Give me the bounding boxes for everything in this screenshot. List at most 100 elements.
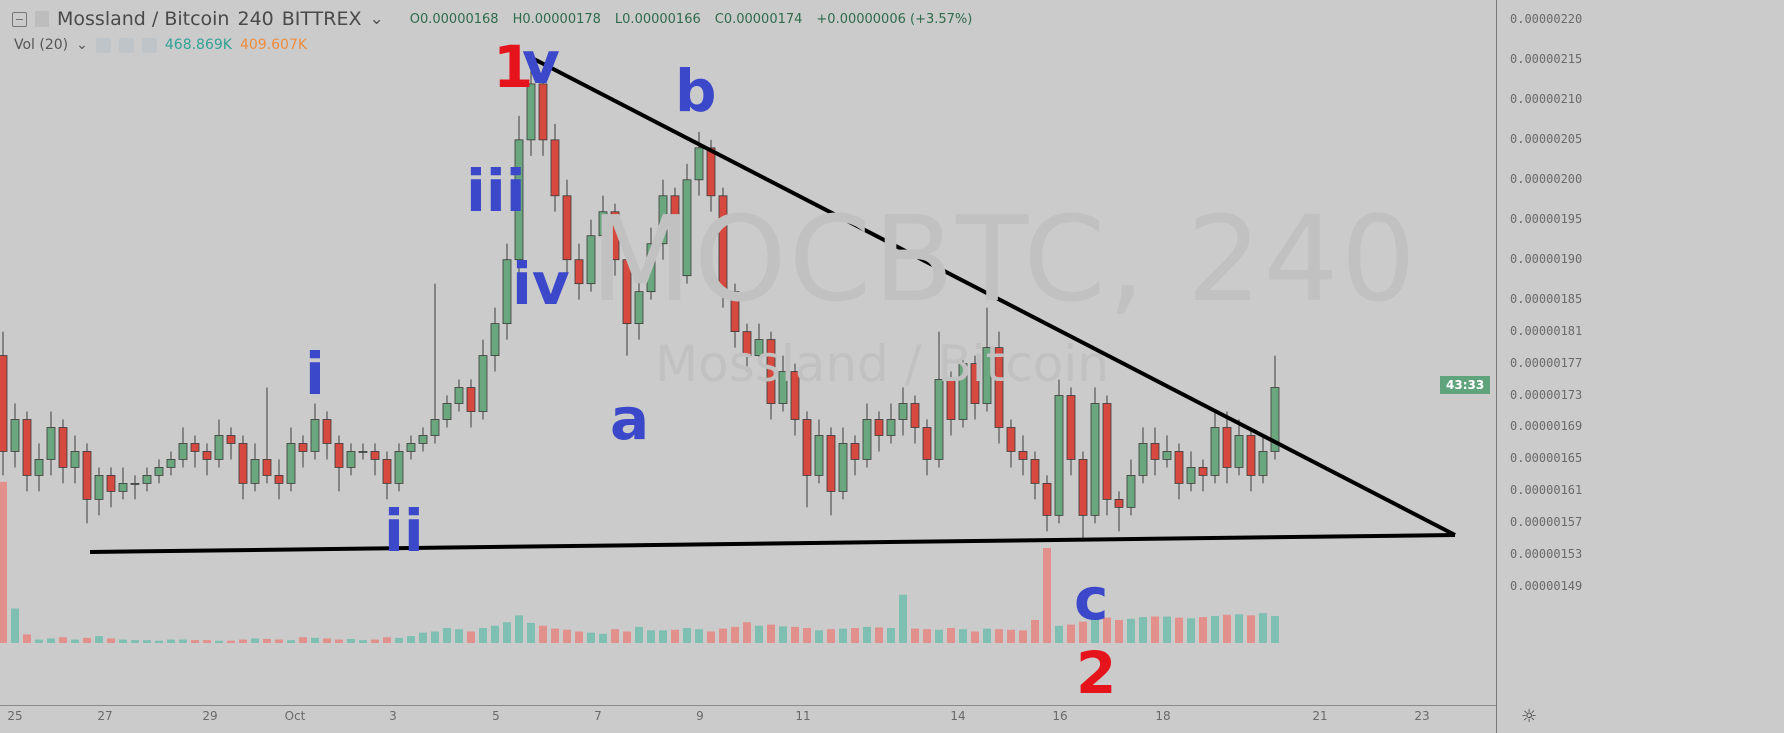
volume-bar bbox=[1139, 617, 1147, 643]
time-tick-label: 18 bbox=[1155, 709, 1171, 723]
volume-bar bbox=[455, 629, 463, 643]
eye-icon[interactable] bbox=[95, 37, 111, 53]
price-tick-label: 0.00000173 bbox=[1510, 387, 1583, 402]
time-tick-label: 5 bbox=[492, 709, 500, 723]
volume-bar bbox=[1235, 614, 1243, 643]
candle-body bbox=[130, 483, 140, 485]
volume-bar bbox=[1151, 616, 1159, 643]
volume-bar bbox=[491, 625, 499, 643]
volume-bar bbox=[119, 639, 127, 643]
candle-body bbox=[58, 427, 68, 468]
open-value: O0.00000168 bbox=[409, 11, 499, 27]
price-tick-label: 0.00000181 bbox=[1510, 323, 1583, 338]
candle-body bbox=[274, 475, 284, 484]
volume-bar bbox=[731, 626, 739, 643]
candle-body bbox=[718, 195, 728, 293]
candle-body bbox=[118, 483, 128, 492]
candle-body bbox=[946, 379, 956, 420]
candle-body bbox=[346, 451, 356, 468]
candle-body bbox=[670, 195, 680, 277]
close-icon[interactable] bbox=[141, 37, 157, 53]
settings-gear-icon[interactable]: ☼ bbox=[1521, 706, 1538, 727]
watermark-symbol: MOCBTC, 240 bbox=[590, 190, 1418, 328]
candle-body bbox=[298, 443, 308, 452]
candle-body bbox=[394, 451, 404, 484]
candle-body bbox=[214, 435, 224, 460]
volume-bar bbox=[443, 628, 451, 643]
candle-body bbox=[706, 147, 716, 197]
candle-body bbox=[802, 419, 812, 476]
volume-bar bbox=[0, 481, 7, 643]
candle-body bbox=[454, 387, 464, 404]
chevron-down-icon[interactable]: ⌄ bbox=[76, 37, 88, 53]
candle-body bbox=[1054, 395, 1064, 516]
wave-label-i: i bbox=[305, 340, 325, 408]
volume-bar bbox=[683, 628, 691, 643]
volume-bar bbox=[959, 629, 967, 643]
candle-body bbox=[142, 475, 152, 484]
candle-body bbox=[478, 355, 488, 412]
time-tick-label: 9 bbox=[696, 709, 704, 723]
volume-bar bbox=[431, 631, 439, 643]
price-tick-label: 0.00000215 bbox=[1510, 51, 1583, 66]
flag-icon bbox=[35, 11, 49, 27]
countdown-price-tag: 43:33 bbox=[1440, 376, 1491, 394]
candle-body bbox=[1042, 483, 1052, 516]
price-chart-canvas[interactable] bbox=[0, 0, 1496, 705]
volume-bar bbox=[503, 622, 511, 643]
volume-bar bbox=[1187, 618, 1195, 643]
volume-bar bbox=[335, 639, 343, 643]
candle-body bbox=[874, 419, 884, 436]
change-value: +0.00000006 (+3.57%) bbox=[816, 11, 973, 27]
candle-body bbox=[286, 443, 296, 484]
price-tick-label: 0.00000153 bbox=[1510, 547, 1583, 562]
volume-bar bbox=[875, 627, 883, 643]
time-tick-label: 27 bbox=[97, 709, 113, 723]
time-tick-label: 3 bbox=[389, 709, 397, 723]
wave-label-a: a bbox=[610, 385, 650, 453]
time-tick-label: 14 bbox=[950, 709, 966, 723]
interval[interactable]: 240 bbox=[237, 8, 274, 30]
volume-bar bbox=[35, 639, 43, 643]
candle-body bbox=[682, 179, 692, 277]
candle-body bbox=[634, 291, 644, 325]
symbol-title[interactable]: Mossland / Bitcoin bbox=[57, 8, 230, 30]
time-axis-line bbox=[0, 705, 1496, 706]
candle-body bbox=[1222, 427, 1232, 468]
volume-bar bbox=[611, 629, 619, 643]
volume-value: 468.869K bbox=[164, 37, 232, 53]
volume-bar bbox=[239, 639, 247, 643]
price-axis[interactable] bbox=[1496, 0, 1497, 733]
wave-label-b: b bbox=[675, 57, 717, 125]
candle-body bbox=[370, 451, 380, 460]
candle-body bbox=[1162, 451, 1172, 460]
volume-bar bbox=[1091, 618, 1099, 643]
volume-bar bbox=[623, 631, 631, 643]
volume-label[interactable]: Vol (20) bbox=[14, 37, 69, 53]
candle-body bbox=[250, 459, 260, 484]
candle-body bbox=[1246, 435, 1256, 476]
candle-body bbox=[310, 419, 320, 452]
candle-body bbox=[22, 419, 32, 476]
candle-body bbox=[34, 459, 44, 476]
volume-bar bbox=[1127, 618, 1135, 643]
time-tick-label: 25 bbox=[7, 709, 23, 723]
candle-body bbox=[502, 259, 512, 325]
volume-bar bbox=[815, 630, 823, 643]
price-tick-label: 0.00000205 bbox=[1510, 131, 1583, 146]
gear-icon[interactable] bbox=[118, 37, 134, 53]
candle-body bbox=[1090, 403, 1100, 516]
volume-bar bbox=[191, 640, 199, 643]
candle-body bbox=[418, 435, 428, 444]
wave-label-c: c bbox=[1074, 565, 1109, 633]
candle-body bbox=[898, 403, 908, 420]
time-tick-label: 29 bbox=[202, 709, 218, 723]
candle-body bbox=[970, 363, 980, 404]
collapse-icon[interactable] bbox=[12, 11, 27, 27]
candle-body bbox=[1138, 443, 1148, 476]
chevron-down-icon[interactable]: ⌄ bbox=[369, 9, 384, 29]
exchange[interactable]: BITTREX bbox=[281, 8, 362, 30]
volume-bar bbox=[383, 637, 391, 643]
volume-bar bbox=[1103, 617, 1111, 643]
candle-body bbox=[166, 459, 176, 468]
